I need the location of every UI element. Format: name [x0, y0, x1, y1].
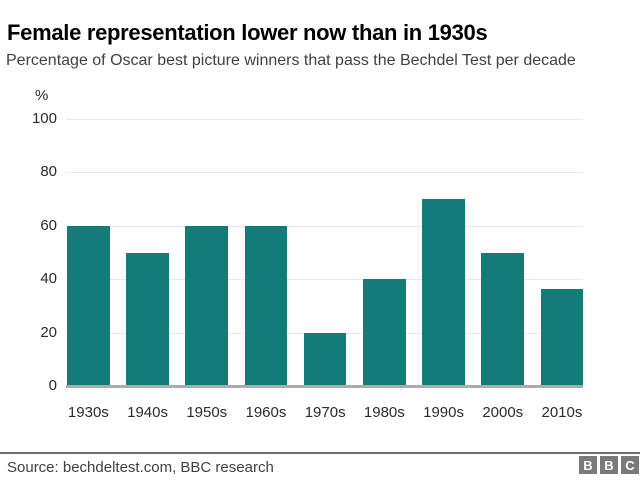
x-tick-1970s: 1970s [304, 404, 346, 421]
bar-1980s [363, 279, 406, 386]
bar-chart-plot-area [66, 119, 584, 388]
bbc-logo-block-b1: B [579, 456, 597, 474]
y-axis-tick-labels: 0 20 40 60 80 100 [0, 110, 57, 394]
y-tick-60: 60 [40, 216, 57, 234]
gridline-100 [66, 119, 583, 120]
x-tick-1940s: 1940s [127, 404, 168, 421]
gridline-60 [66, 225, 583, 227]
bar-2010s [540, 288, 584, 386]
bar-1950s [185, 225, 229, 386]
y-tick-80: 80 [40, 163, 57, 181]
bbc-logo-block-b2: B [600, 456, 618, 474]
gridline-40 [66, 279, 583, 281]
bbc-logo-block-c: C [621, 456, 639, 474]
bar-1960s [244, 225, 288, 386]
x-tick-1950s: 1950s [186, 404, 228, 421]
y-tick-40: 40 [40, 270, 57, 288]
bar-2000s [481, 252, 525, 386]
footer-divider-line [0, 452, 640, 454]
x-tick-2000s: 2000s [482, 404, 524, 421]
bbc-logo: B B C [579, 456, 639, 474]
gridline-80 [66, 172, 583, 174]
source-text: Source: bechdeltest.com, BBC research [7, 459, 274, 476]
y-axis-unit-label: % [35, 87, 49, 104]
bar-1930s [67, 225, 110, 386]
x-tick-1990s: 1990s [423, 404, 464, 421]
x-tick-1960s: 1960s [245, 404, 287, 421]
x-tick-1980s: 1980s [363, 404, 405, 421]
chart-subtitle: Percentage of Oscar best picture winners… [6, 52, 576, 69]
bar-1990s [422, 199, 465, 386]
bar-1940s [126, 252, 169, 386]
x-axis-line [66, 385, 583, 388]
x-axis-tick-labels: 1930s 1940s 1950s 1960s 1970s 1980s 1990s 2000s… [66, 404, 583, 424]
chart-title: Female representation lower now than in … [7, 19, 488, 45]
x-tick-1930s: 1930s [67, 404, 109, 421]
y-tick-100: 100 [31, 110, 57, 127]
bar-1970s [303, 332, 347, 386]
y-tick-0: 0 [48, 377, 57, 394]
y-tick-20: 20 [40, 323, 57, 341]
x-tick-2010s: 2010s [541, 404, 583, 421]
